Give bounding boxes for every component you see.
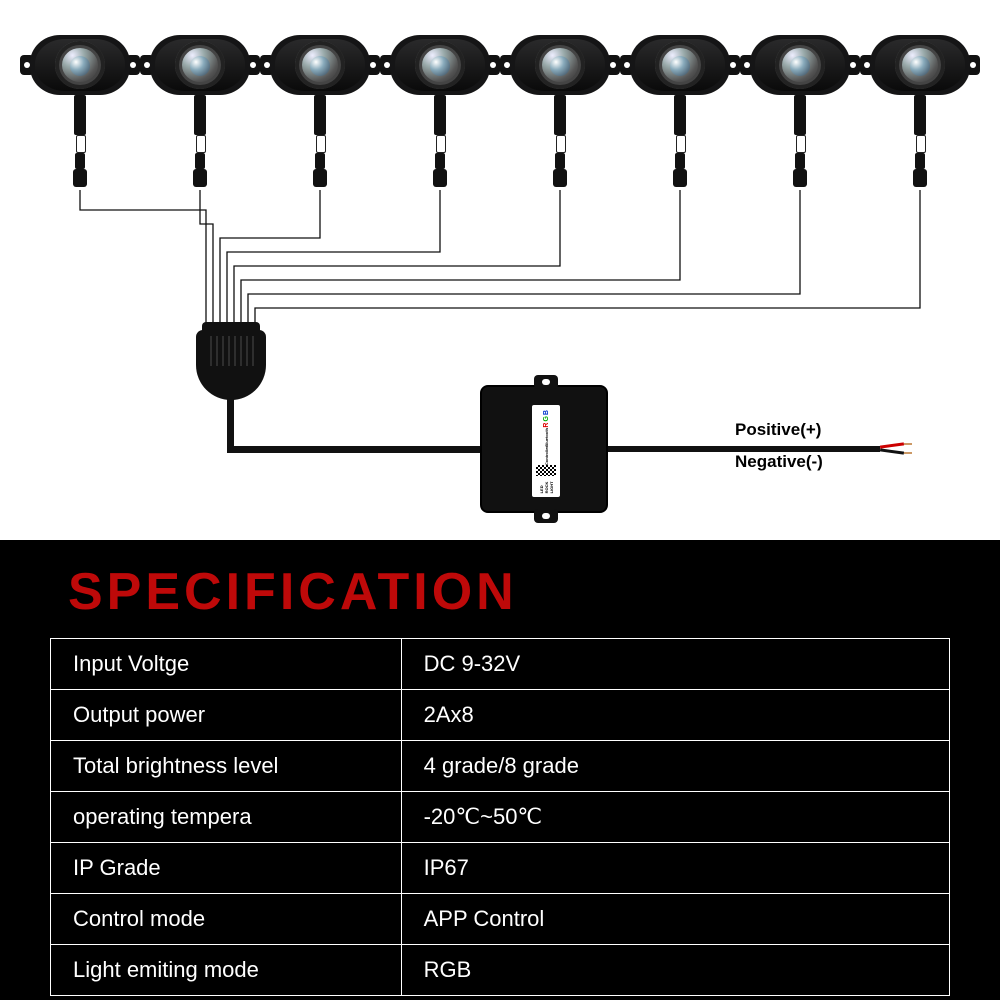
specification-panel: SPECIFICATION Input VoltgeDC 9-32VOutput…: [0, 540, 1000, 1000]
spec-key: Output power: [51, 690, 402, 741]
spec-key: Input Voltge: [51, 639, 402, 690]
spec-key: Control mode: [51, 894, 402, 945]
table-row: operating tempera-20℃~50℃: [51, 792, 950, 843]
wiring-diagram: RGB Bluetooth Controller LED ROCK LIGHT …: [0, 0, 1000, 540]
spec-value: 4 grade/8 grade: [401, 741, 949, 792]
qr-code-icon: [536, 465, 556, 475]
wire-ends: [880, 444, 910, 456]
cable-splitter: [196, 330, 266, 400]
spec-value: 2Ax8: [401, 690, 949, 741]
table-row: Output power2Ax8: [51, 690, 950, 741]
main-cable: [227, 446, 485, 453]
label-positive: Positive(+): [735, 420, 821, 440]
specification-table: Input VoltgeDC 9-32VOutput power2Ax8Tota…: [50, 638, 950, 996]
table-row: Total brightness level4 grade/8 grade: [51, 741, 950, 792]
spec-key: Total brightness level: [51, 741, 402, 792]
specification-title: SPECIFICATION: [68, 562, 950, 622]
spec-key: IP Grade: [51, 843, 402, 894]
spec-value: IP67: [401, 843, 949, 894]
spec-value: -20℃~50℃: [401, 792, 949, 843]
table-row: IP GradeIP67: [51, 843, 950, 894]
controller-label: RGB Bluetooth Controller LED ROCK LIGHT: [532, 405, 560, 497]
main-cable: [227, 398, 234, 450]
table-row: Control modeAPP Control: [51, 894, 950, 945]
spec-value: DC 9-32V: [401, 639, 949, 690]
table-row: Input VoltgeDC 9-32V: [51, 639, 950, 690]
spec-value: RGB: [401, 945, 949, 996]
bluetooth-controller: RGB Bluetooth Controller LED ROCK LIGHT: [480, 385, 608, 513]
spec-key: operating tempera: [51, 792, 402, 843]
spec-value: APP Control: [401, 894, 949, 945]
label-negative: Negative(-): [735, 452, 823, 472]
spec-key: Light emiting mode: [51, 945, 402, 996]
table-row: Light emiting modeRGB: [51, 945, 950, 996]
